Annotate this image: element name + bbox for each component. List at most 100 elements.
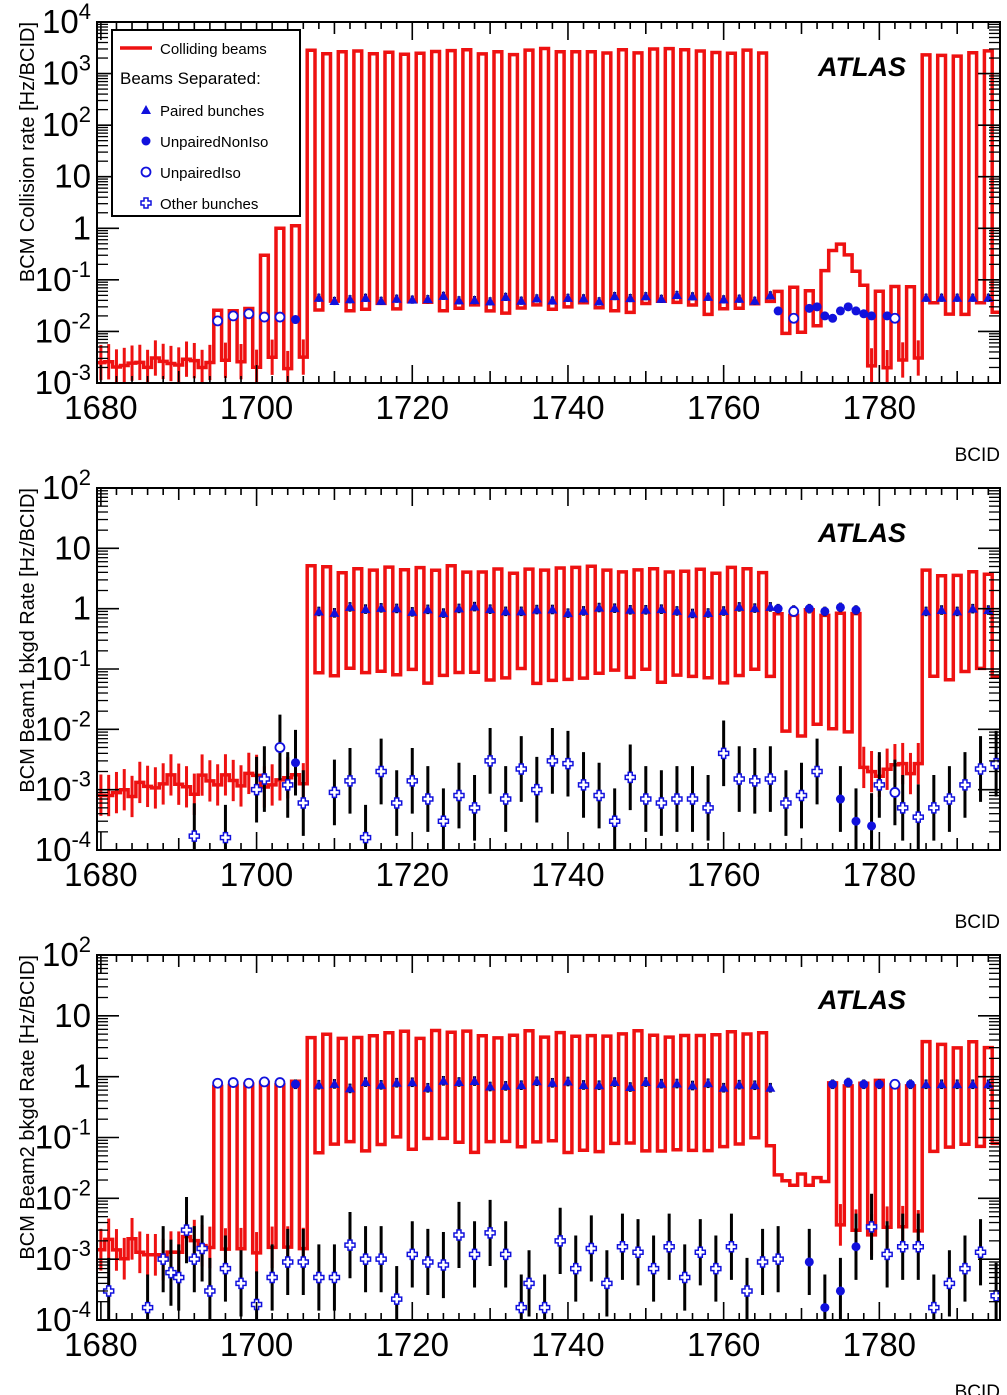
other-bunch-marker (990, 1290, 1000, 1302)
other-bunch-marker (499, 793, 512, 805)
paired-bunch-marker (407, 606, 418, 616)
paired-bunch-marker (936, 292, 947, 302)
paired-bunch-marker (438, 290, 449, 300)
other-bunch-marker (974, 1246, 987, 1258)
other-bunch-marker (881, 1248, 893, 1261)
paired-bunch-marker (952, 1079, 963, 1089)
paired-bunch-marker (967, 1079, 978, 1089)
unpaired-noniso-marker (828, 1079, 838, 1089)
paired-bunch-marker (391, 603, 402, 613)
paired-bunch-marker (516, 606, 527, 616)
other-bunch-marker (297, 797, 310, 809)
paired-bunch-marker (594, 1080, 605, 1090)
other-bunch-marker (655, 797, 668, 809)
other-bunch-marker (959, 779, 971, 791)
unpaired-iso-marker (243, 1077, 255, 1089)
other-bunch-marker (702, 802, 714, 814)
paired-bunch-marker (687, 1080, 698, 1090)
other-bunch-marker (764, 773, 777, 785)
paired-bunch-marker (344, 601, 355, 611)
paired-bunch-marker (671, 290, 682, 300)
paired-bunch-marker (531, 293, 542, 303)
y-tick-label: 10-1 (35, 646, 91, 687)
paired-bunch-marker (718, 294, 729, 304)
y-tick-label: 1 (73, 590, 91, 627)
paired-bunch-marker (329, 607, 340, 617)
other-bunch-marker (780, 797, 792, 809)
y-tick-label: 102 (42, 465, 91, 506)
panel-2: 1680 1700 1720 1740 1760 1780 10-4 10-3 10-2 10-1… (17, 465, 1001, 933)
paired-bunch-marker (500, 1080, 511, 1090)
other-bunch-marker (928, 1301, 940, 1314)
paired-bunch-marker (469, 1076, 480, 1086)
paired-bunch-marker (936, 605, 947, 615)
y-tick-label: 10-4 (35, 827, 91, 868)
x-axis-label: BCID (955, 912, 1000, 933)
unpaired-noniso-marker (804, 604, 814, 614)
y-tick-label: 10-3 (35, 767, 91, 808)
other-bunch-marker (453, 789, 465, 802)
x-tick-label: 1720 (376, 856, 449, 893)
unpaired-iso-marker (212, 315, 224, 327)
other-bunch-marker (523, 1277, 535, 1290)
other-bunch-marker (974, 763, 987, 775)
x-tick-label: 1780 (843, 856, 916, 893)
other-bunch-marker (601, 1277, 613, 1290)
paired-bunch-marker (983, 292, 994, 302)
other-bunch-marker (608, 815, 621, 827)
paired-bunch-marker (407, 294, 418, 304)
paired-bunch-marker (376, 1079, 387, 1089)
unpaired-noniso-marker (291, 758, 301, 768)
y-tick-label: 1 (73, 1058, 91, 1095)
y-tick-label: 10-2 (35, 308, 91, 349)
paired-bunch-marker (718, 605, 729, 615)
y-tick-label: 10-1 (35, 1115, 91, 1156)
paired-bunch-marker (422, 604, 433, 614)
unpaired-noniso-marker (828, 313, 838, 323)
other-bunch-marker (235, 1277, 247, 1290)
other-bunch-marker (616, 1241, 629, 1253)
other-bunch-marker (562, 757, 574, 770)
legend-label: UnpairedIso (160, 165, 241, 182)
other-bunch-marker (484, 1227, 496, 1239)
paired-bunch-marker (578, 293, 589, 303)
atlas-label: ATLAS (817, 518, 906, 548)
paired-bunch-marker (453, 1076, 464, 1086)
other-bunch-marker (141, 1301, 154, 1314)
legend-label: Paired bunches (160, 103, 264, 120)
x-axis-label: BCID (955, 1382, 1000, 1395)
paired-bunch-marker (578, 1079, 589, 1089)
paired-bunch-marker (407, 1077, 418, 1087)
paired-bunch-marker (656, 1078, 667, 1088)
y-axis-label: BCM Collision rate [Hz/BCID] (17, 22, 39, 282)
y-tick-label: 10 (54, 997, 91, 1034)
paired-bunch-marker (656, 293, 667, 303)
other-bunch-marker (896, 802, 909, 814)
paired-bunch-marker (547, 295, 558, 305)
other-bunch-marker (585, 1242, 598, 1255)
other-bunch-marker (865, 1221, 878, 1233)
paired-bunch-marker (562, 292, 573, 302)
other-bunch-marker (359, 831, 372, 844)
legend-label: Colliding beams (160, 41, 267, 58)
legend-label: Other bunches (160, 196, 258, 213)
other-bunch-marker (959, 1262, 971, 1275)
paired-bunch-marker (485, 1081, 496, 1091)
legend-ring-icon (140, 166, 152, 178)
paired-bunch-marker (625, 604, 636, 614)
paired-bunch-marker (422, 294, 433, 304)
unpaired-noniso-marker (859, 309, 869, 319)
legend-cross-icon (140, 197, 152, 209)
unpaired-noniso-marker (851, 605, 861, 615)
other-bunch-marker (406, 775, 419, 787)
x-tick-label: 1700 (220, 856, 293, 893)
unpaired-noniso-marker (843, 302, 853, 312)
other-bunch-marker (515, 1301, 528, 1314)
other-bunch-marker (624, 771, 636, 784)
other-bunch-marker (328, 1271, 341, 1284)
y-tick-label: 1 (73, 209, 91, 246)
paired-bunch-marker (578, 605, 589, 615)
paired-bunch-marker (703, 607, 714, 617)
other-bunch-marker (943, 1277, 956, 1290)
other-bunch-marker (344, 1239, 356, 1251)
